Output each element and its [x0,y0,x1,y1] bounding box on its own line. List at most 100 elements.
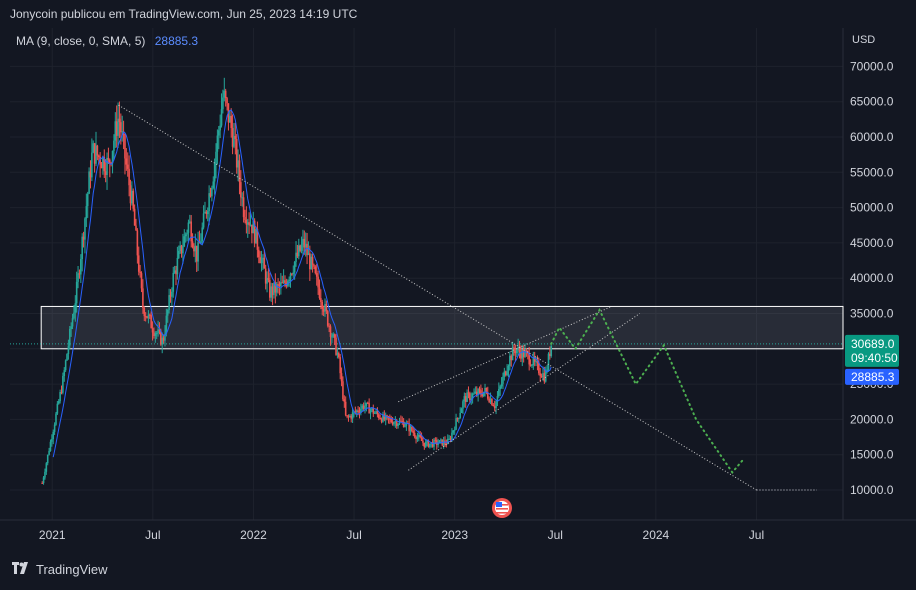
candle-body [59,391,61,402]
candle-body [251,224,253,234]
candle-body [150,315,152,329]
candle-body [63,370,66,377]
projection-path[interactable] [550,307,746,475]
candle-body [53,424,56,432]
candle-body [270,286,272,298]
candle-body [46,454,49,464]
candle-body [252,220,255,234]
candle-body [322,308,325,312]
ma-price-tag [845,368,899,385]
price-tick-label: 15000.0 [850,448,894,462]
candle-body [427,440,430,447]
candle-body [179,245,181,251]
candle-body [452,430,455,433]
candle-body [271,286,274,296]
candle-body [106,157,108,175]
candle-body [234,135,237,139]
candle-body [426,440,428,443]
price-tick-label: 45000.0 [850,236,894,250]
candle-body [85,206,88,219]
us-flag-event-icon[interactable] [492,498,512,518]
price-tick-label: 65000.0 [850,95,894,109]
candle-body [482,391,485,396]
candle-body [216,135,219,152]
candle-body [289,273,292,280]
candle-body [235,138,238,168]
candle-body [306,243,308,256]
candle-body [458,417,460,419]
candle-body [263,257,266,269]
candle-body [525,351,528,353]
candle-body [371,408,373,411]
publish-header: Jonycoin publicou em TradingView.com, Ju… [0,0,916,28]
candle-body [180,245,183,254]
candle-body [158,329,161,331]
candle-body [274,282,277,293]
candle-body [267,277,270,280]
candle-body [520,351,522,359]
candle-body [342,381,344,400]
candle-body [92,143,95,153]
candle-body [143,307,146,317]
candle-body [372,408,375,414]
candle-body [114,121,117,141]
candle-body [64,360,67,371]
candle-body [131,190,133,204]
candle-body [230,115,232,129]
candle-body [142,288,144,308]
candle-body [307,253,310,256]
candle-body [297,245,300,257]
candle-body [484,387,486,392]
candle-body [124,135,126,159]
trendline[interactable] [118,104,757,491]
candle-body [133,208,136,226]
candle-body [137,255,140,272]
candle-body [423,442,426,448]
candle-body [129,185,132,204]
candle-body [121,131,124,133]
candle-body [350,415,353,419]
candle-body [369,410,372,414]
tradingview-logo-icon[interactable] [12,562,30,577]
candle-body [366,402,369,404]
candle-body [535,361,537,363]
candle-body [248,222,250,226]
candle-body [358,411,361,413]
candle-body [215,151,217,164]
candle-body [309,253,311,270]
candle-body [103,157,106,172]
candle-body [144,316,147,318]
candle-body [336,352,339,355]
footer-brand[interactable]: TradingView [36,562,108,577]
candle-body [540,375,543,378]
candle-body [547,353,550,370]
candle-body [542,373,544,378]
candle-body [337,352,340,358]
candle-body [400,420,402,422]
candle-body [440,439,442,441]
support-zone-box[interactable] [40,305,844,350]
candle-body [219,125,221,131]
candle-body [513,347,515,351]
candle-body [507,365,510,372]
candle-body [260,259,263,264]
candle-body [184,234,187,237]
indicator-legend[interactable]: MA (9, close, 0, SMA, 5) 28885.3 [16,34,198,48]
candle-body [304,243,307,248]
candle-body [459,412,461,418]
candle-body [162,337,165,341]
candle-body [96,145,99,156]
candle-body [241,197,244,199]
candle-body [549,353,551,357]
candle-body [498,389,500,397]
candle-body [379,418,381,420]
candle-body [538,362,540,374]
price-tick-label: 60000.0 [850,130,894,144]
candle-body [191,241,194,248]
candle-body [546,369,548,372]
indicator-value: 28885.3 [154,34,199,48]
publish-text: Jonycoin publicou em TradingView.com, Ju… [10,7,358,21]
candle-body [291,273,293,275]
